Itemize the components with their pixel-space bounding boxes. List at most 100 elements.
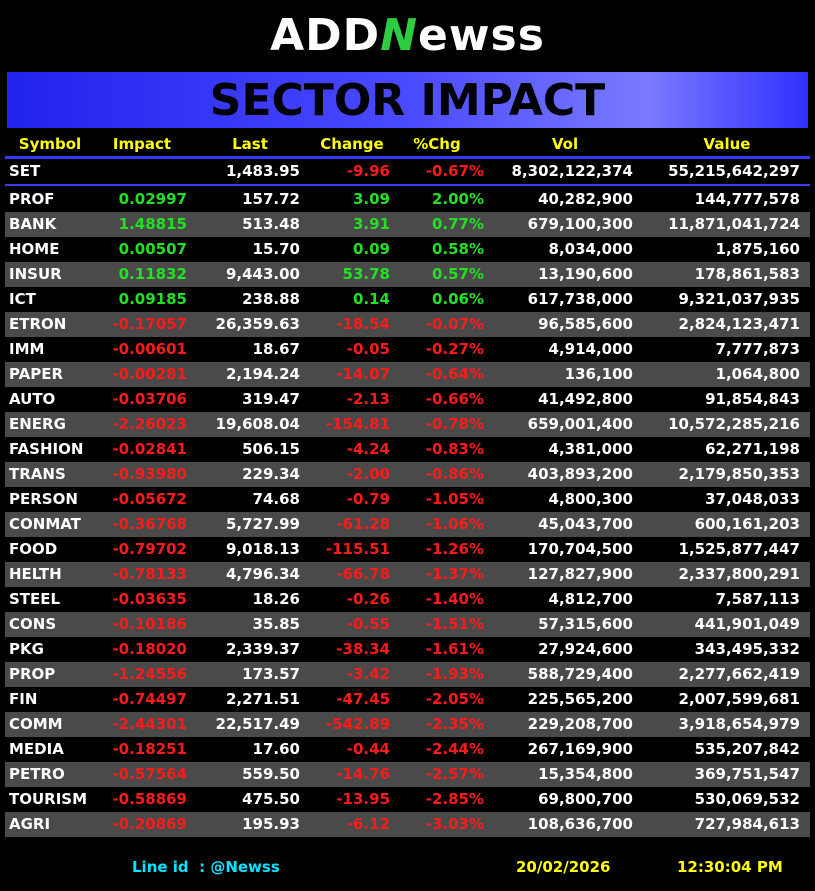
table-cell: 535,207,842 <box>694 740 800 758</box>
symbol-cell: PKG <box>9 640 44 658</box>
table-cell: 8,302,122,374 <box>511 162 633 180</box>
table-cell: 679,100,300 <box>527 215 633 233</box>
table-row: TRANS -0.93980 229.34 -2.00 -0.86% 403,893,20… <box>5 462 810 487</box>
logo-part: N <box>380 10 419 61</box>
table-row: AUTO -0.03706 319.47 -2.13 -0.66% 41,492,800 9… <box>5 387 810 412</box>
table-cell: 2,337,800,291 <box>678 565 800 583</box>
table-cell: 22,517.49 <box>215 715 300 733</box>
table-cell: 3.91 <box>352 215 390 233</box>
table-row: ICT 0.09185 238.88 0.14 0.06% 617,738,000 9,32… <box>5 287 810 312</box>
symbol-cell: PROF <box>9 190 55 208</box>
table-cell: -2.85% <box>425 790 484 808</box>
table-cell: -2.44% <box>425 740 484 758</box>
table-cell: 74.68 <box>252 490 300 508</box>
line-id: Line id : @Newss <box>132 858 280 876</box>
table-cell: 0.11832 <box>118 265 187 283</box>
table-cell: 7,587,113 <box>715 590 800 608</box>
symbol-cell: ETRON <box>9 315 67 333</box>
table-cell: -0.86% <box>425 465 484 483</box>
table-cell: 229.34 <box>242 465 300 483</box>
table-row: HELTH -0.78133 4,796.34 -66.78 -1.37% 127,827… <box>5 562 810 587</box>
table-cell: 53.78 <box>342 265 390 283</box>
table-cell: -0.05 <box>346 340 390 358</box>
table-cell: 7,777,873 <box>715 340 800 358</box>
table-cell: 195.93 <box>242 815 300 833</box>
symbol-cell: TRANS <box>9 465 66 483</box>
table-cell: -0.67% <box>425 162 484 180</box>
table-cell: -0.20869 <box>112 815 187 833</box>
table-cell: -0.00281 <box>112 365 187 383</box>
table-cell: -0.03706 <box>112 390 187 408</box>
table-cell: 441,901,049 <box>694 615 800 633</box>
table-cell: 343,495,332 <box>694 640 800 658</box>
table-row: SET 1,483.95 -9.96 -0.67% 8,302,122,374 55,21… <box>5 159 810 184</box>
table-row: ETRON -0.17057 26,359.63 -18.54 -0.07% 96,585… <box>5 312 810 337</box>
symbol-cell: COMM <box>9 715 63 733</box>
table-cell: -2.00 <box>346 465 390 483</box>
table-cell: 15,354,800 <box>538 765 633 783</box>
table-cell: 17.60 <box>252 740 300 758</box>
table-cell: -0.36768 <box>112 515 187 533</box>
table-cell: 18.67 <box>252 340 300 358</box>
table-row: AGRI -0.20869 195.93 -6.12 -3.03% 108,636,700… <box>5 812 810 837</box>
table-cell: 0.58% <box>431 240 484 258</box>
table-cell: -0.00601 <box>112 340 187 358</box>
table-cell: -3.42 <box>346 665 390 683</box>
table-cell: 2,194.24 <box>225 365 300 383</box>
table-cell: -0.27% <box>425 340 484 358</box>
table-cell: -18.54 <box>336 315 390 333</box>
table-cell: -0.93980 <box>112 465 187 483</box>
table-row: BANK 1.48815 513.48 3.91 0.77% 679,100,300 11,… <box>5 212 810 237</box>
table-cell: -1.26% <box>425 540 484 558</box>
table-cell: -1.24556 <box>112 665 187 683</box>
table-cell: 3,918,654,979 <box>678 715 800 733</box>
table-cell: -2.13 <box>346 390 390 408</box>
table-cell: 173.57 <box>242 665 300 683</box>
table-cell: 2,277,662,419 <box>678 665 800 683</box>
symbol-cell: AUTO <box>9 390 56 408</box>
table-row: PROF 0.02997 157.72 3.09 2.00% 40,282,900 144,… <box>5 187 810 212</box>
table-cell: -0.78% <box>425 415 484 433</box>
table-cell: 15.70 <box>252 240 300 258</box>
table-cell: -0.74497 <box>112 690 187 708</box>
table-cell: 559.50 <box>242 765 300 783</box>
table-cell: 144,777,578 <box>694 190 800 208</box>
table-cell: -66.78 <box>336 565 390 583</box>
table-cell: -0.57564 <box>112 765 187 783</box>
symbol-cell: IMM <box>9 340 45 358</box>
symbol-cell: INSUR <box>9 265 62 283</box>
table-cell: -1.06% <box>425 515 484 533</box>
table-cell: -0.18251 <box>112 740 187 758</box>
symbol-cell: ICT <box>9 290 36 308</box>
table-cell: 588,729,400 <box>527 665 633 683</box>
symbol-cell: PAPER <box>9 365 64 383</box>
table-cell: 0.14 <box>352 290 390 308</box>
table-cell: 0.02997 <box>118 190 187 208</box>
table-cell: -0.44 <box>346 740 390 758</box>
table-cell: 369,751,547 <box>694 765 800 783</box>
column-header: Impact <box>112 135 172 153</box>
table-cell: 26,359.63 <box>215 315 300 333</box>
column-header: Value <box>703 135 751 153</box>
table-row: TOURISM -0.58869 475.50 -13.95 -2.85% 69,800,… <box>5 787 810 812</box>
symbol-cell: PROP <box>9 665 56 683</box>
table-cell: 1,483.95 <box>225 162 300 180</box>
table-cell: -1.61% <box>425 640 484 658</box>
table-cell: 0.09 <box>352 240 390 258</box>
column-header: Symbol <box>18 135 82 153</box>
table-cell: 9,018.13 <box>225 540 300 558</box>
table-cell: -0.07% <box>425 315 484 333</box>
symbol-cell: HELTH <box>9 565 62 583</box>
table-cell: -2.35% <box>425 715 484 733</box>
table-cell: 40,282,900 <box>538 190 633 208</box>
table-cell: 8,034,000 <box>548 240 633 258</box>
symbol-cell: HOME <box>9 240 60 258</box>
table-cell: 659,001,400 <box>527 415 633 433</box>
table-row: IMM -0.00601 18.67 -0.05 -0.27% 4,914,000 7,77… <box>5 337 810 362</box>
table-row: PROP -1.24556 173.57 -3.42 -1.93% 588,729,400… <box>5 662 810 687</box>
table-row: FASHION -0.02841 506.15 -4.24 -0.83% 4,381,00… <box>5 437 810 462</box>
table-cell: -0.26 <box>346 590 390 608</box>
banner-title: SECTOR IMPACT <box>7 72 808 128</box>
table-cell: 530,069,532 <box>694 790 800 808</box>
